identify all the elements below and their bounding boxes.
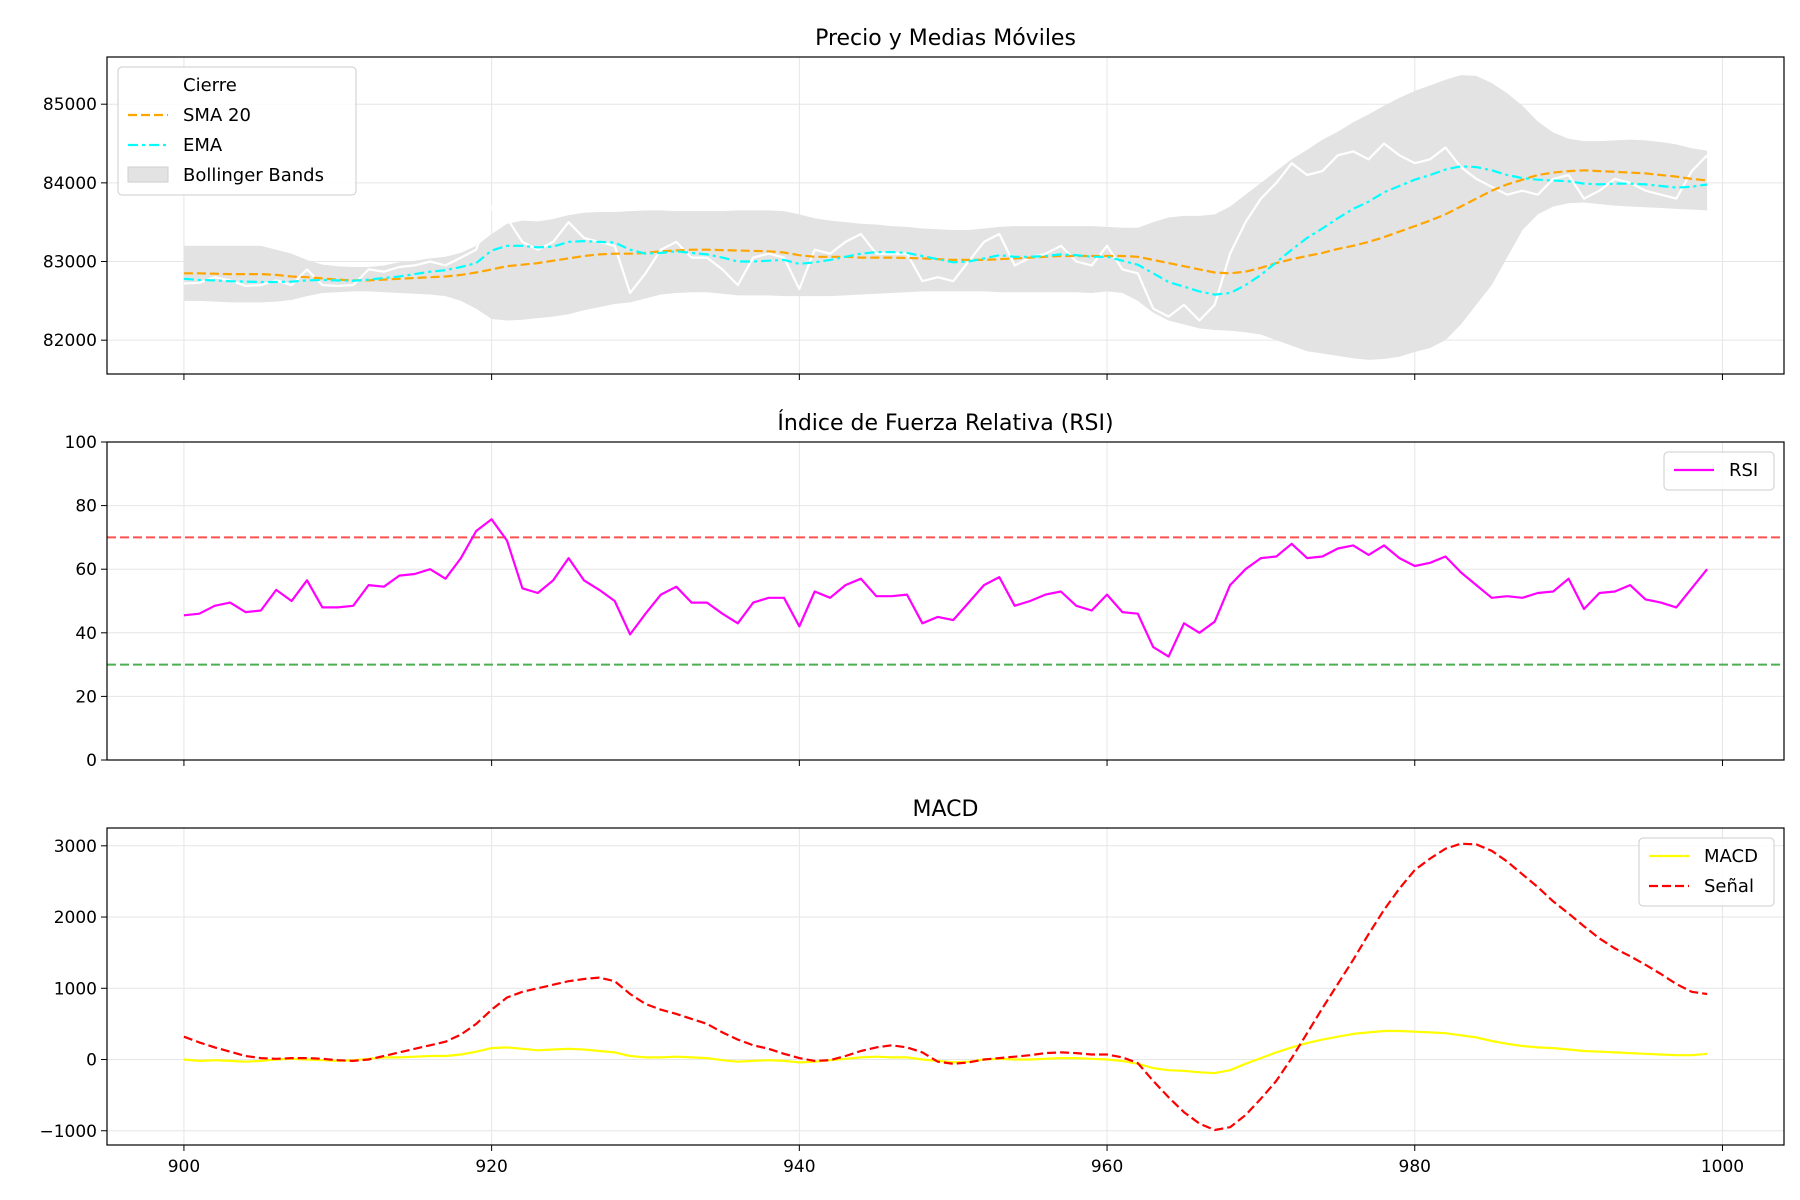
x-tick-label: 920	[475, 1157, 507, 1177]
x-tick-label: 900	[168, 1157, 200, 1177]
panel-title: MACD	[913, 797, 979, 822]
y-tick-label: 1000	[54, 979, 97, 999]
x-tick-label: 1000	[1701, 1157, 1744, 1177]
y-tick-label: 20	[75, 687, 97, 707]
legend-swatch	[127, 166, 169, 183]
legend: RSI	[1663, 451, 1775, 491]
series-line-sma-20	[183, 169, 1708, 282]
legend-label: SMA 20	[183, 105, 251, 126]
legend-label: Cierre	[183, 75, 237, 96]
legend-label: EMA	[183, 135, 223, 156]
legend-box	[1663, 451, 1775, 491]
legend-label: RSI	[1729, 460, 1758, 481]
legend: MACD Señal	[1638, 837, 1775, 907]
y-tick-label: 83000	[43, 253, 97, 273]
plot-area	[107, 518, 1784, 666]
legend-label: Bollinger Bands	[183, 165, 324, 186]
axes-frame	[106, 827, 1785, 1146]
y-tick-label: 0	[86, 1051, 97, 1071]
y-tick-label: 3000	[54, 837, 97, 857]
axes-frame	[106, 441, 1785, 761]
panel-title: Índice de Fuerza Relativa (RSI)	[777, 410, 1113, 436]
panel-title: Precio y Medias Móviles	[815, 26, 1076, 51]
legend: Cierre SMA 20 EMA Bollinger Bands	[117, 66, 357, 196]
plot-area	[183, 75, 1708, 360]
series-line-se-al	[183, 842, 1708, 1132]
panel-2: Índice de Fuerza Relativa (RSI) 0 20 40 60 80…	[65, 410, 1785, 771]
y-tick-label: 2000	[54, 908, 97, 928]
legend-label: Señal	[1704, 876, 1754, 897]
y-tick-label: 100	[65, 433, 97, 453]
x-tick-label: 960	[1091, 1157, 1123, 1177]
y-tick-label: 60	[75, 560, 97, 580]
panel-1: Precio y Medias Móviles 82000 83000 84000 85…	[43, 26, 1785, 380]
x-tick-label: 940	[783, 1157, 815, 1177]
y-tick-label: 80	[75, 497, 97, 517]
bollinger-band-area	[183, 75, 1708, 360]
x-tick-label: 980	[1399, 1157, 1431, 1177]
y-tick-label: 40	[75, 624, 97, 644]
panel-3: MACD −1000 0 1000 2000 3000 900 920 940 960 980 100…	[39, 797, 1785, 1177]
series-line-ema	[183, 165, 1708, 296]
y-tick-label: 85000	[43, 95, 97, 115]
legend-label: MACD	[1704, 846, 1758, 867]
axes-frame	[106, 56, 1785, 375]
y-tick-label: 84000	[43, 174, 97, 194]
legend-box	[117, 66, 357, 196]
y-tick-label: 0	[86, 751, 97, 771]
series-line-rsi	[183, 518, 1708, 658]
series-line-macd	[183, 1029, 1708, 1075]
series-line-cierre	[183, 142, 1708, 322]
y-tick-label: −1000	[39, 1122, 97, 1142]
plot-area	[183, 842, 1708, 1132]
y-tick-label: 82000	[43, 331, 97, 351]
